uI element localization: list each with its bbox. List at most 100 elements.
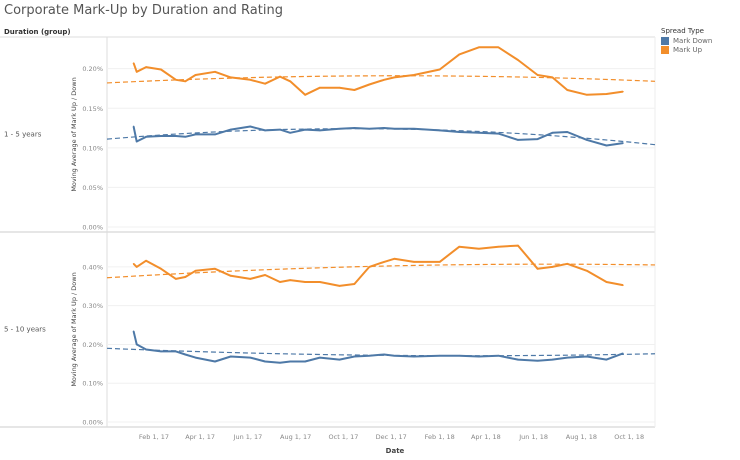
row-header: Duration (group) [4,28,71,36]
data-point-mark-up [393,257,396,260]
data-point-mark-up [413,74,415,76]
legend-title: Spread Type [661,27,704,35]
data-point-mark-down [438,354,441,357]
data-point-mark-down [497,132,500,135]
data-point-mark-up [383,78,385,81]
data-point-mark-up [517,244,519,247]
data-point-mark-down [586,139,588,141]
data-point-mark-up [319,281,321,283]
data-point-mark-down [458,131,461,133]
series-line-mark-down [132,125,624,147]
data-point-mark-up [289,279,291,281]
data-point-mark-down [551,131,554,134]
data-point-mark-up [304,93,306,96]
series-line-mark-down [132,331,624,364]
data-point-mark-down [135,343,138,346]
data-point-mark-down [413,355,415,358]
data-point-mark-down [605,358,608,361]
x-tick-label: Oct 1, 18 [614,433,644,441]
data-point-mark-down [438,129,441,132]
data-point-mark-up [145,66,147,68]
data-point-mark-up [194,269,197,272]
data-point-mark-down [160,135,162,137]
data-point-mark-down [145,348,147,351]
data-point-mark-up [478,46,480,49]
row-label: 5 - 10 years [4,326,46,334]
y-tick-label: 0.20% [82,341,103,349]
data-point-mark-up [214,71,216,73]
data-point-mark-down [289,360,291,363]
data-point-mark-up [214,268,216,270]
data-point-mark-up [438,261,441,263]
data-point-mark-up [497,245,500,248]
data-point-mark-up [353,283,356,285]
legend-swatch [661,46,669,54]
data-point-mark-down [383,127,385,129]
legend-item-mark-up[interactable]: Mark Up [661,46,712,54]
x-tick-label: Oct 1, 17 [329,433,359,441]
data-point-mark-down [249,125,252,128]
data-point-mark-down [393,128,396,130]
data-point-mark-up [279,281,281,283]
data-point-mark-up [586,269,588,272]
x-tick-label: Feb 1, 18 [425,433,455,441]
data-point-mark-up [605,93,608,95]
data-point-mark-up [458,245,461,248]
data-point-mark-down [458,354,461,357]
data-point-mark-down [566,131,569,133]
data-point-mark-down [135,140,138,143]
data-point-mark-up [393,76,396,79]
data-point-mark-down [478,131,480,134]
trend-line-mark-up [106,263,656,279]
data-point-mark-up [338,86,341,89]
chart-title: Corporate Mark-Up by Duration and Rating [4,3,283,18]
y-axis-title: Moving Average of Mark Up / Down [70,272,78,386]
data-point-mark-up [229,76,232,79]
data-point-mark-down [175,350,177,353]
data-point-mark-up [184,276,187,278]
data-point-mark-down [304,360,306,363]
data-point-mark-down [383,353,385,356]
y-tick-label: 0.30% [82,302,103,310]
data-point-mark-up [368,266,371,268]
data-point-mark-up [132,262,135,265]
x-tick-label: Feb 1, 17 [139,433,169,441]
data-point-mark-down [353,127,356,129]
data-point-mark-up [145,259,147,262]
x-tick-label: Dec 1, 17 [376,433,407,441]
series-line-mark-up [132,46,624,96]
x-tick-label: Apr 1, 18 [471,433,501,441]
data-point-mark-up [605,281,608,283]
data-point-mark-down [368,354,371,357]
data-point-mark-down [368,128,371,130]
data-point-mark-up [175,278,177,280]
row-label: 1 - 5 years [4,131,42,139]
x-axis-title: Date [386,447,405,455]
data-point-mark-up [338,285,341,287]
x-tick-label: Aug 1, 18 [566,433,597,441]
data-point-mark-up [383,261,385,263]
data-point-mark-down [160,350,162,353]
data-point-mark-down [551,358,554,361]
data-point-mark-up [497,46,500,49]
x-tick-label: Jun 1, 18 [518,433,548,441]
data-point-mark-up [160,268,162,270]
y-tick-label: 0.05% [82,184,103,192]
data-point-mark-down [517,139,519,141]
x-tick-label: Apr 1, 17 [185,433,215,441]
x-tick-label: Jun 1, 17 [233,433,263,441]
data-point-mark-up [229,275,232,277]
data-point-mark-up [622,284,624,286]
data-point-mark-down [249,356,252,359]
data-point-mark-up [289,80,291,83]
y-tick-label: 0.00% [82,224,103,232]
legend-item-mark-down[interactable]: Mark Down [661,37,712,45]
y-tick-label: 0.20% [82,65,103,73]
data-point-mark-down [536,359,539,362]
data-point-mark-down [413,128,415,130]
data-point-mark-down [353,355,356,358]
data-point-mark-down [605,144,608,147]
data-point-mark-up [319,86,321,89]
